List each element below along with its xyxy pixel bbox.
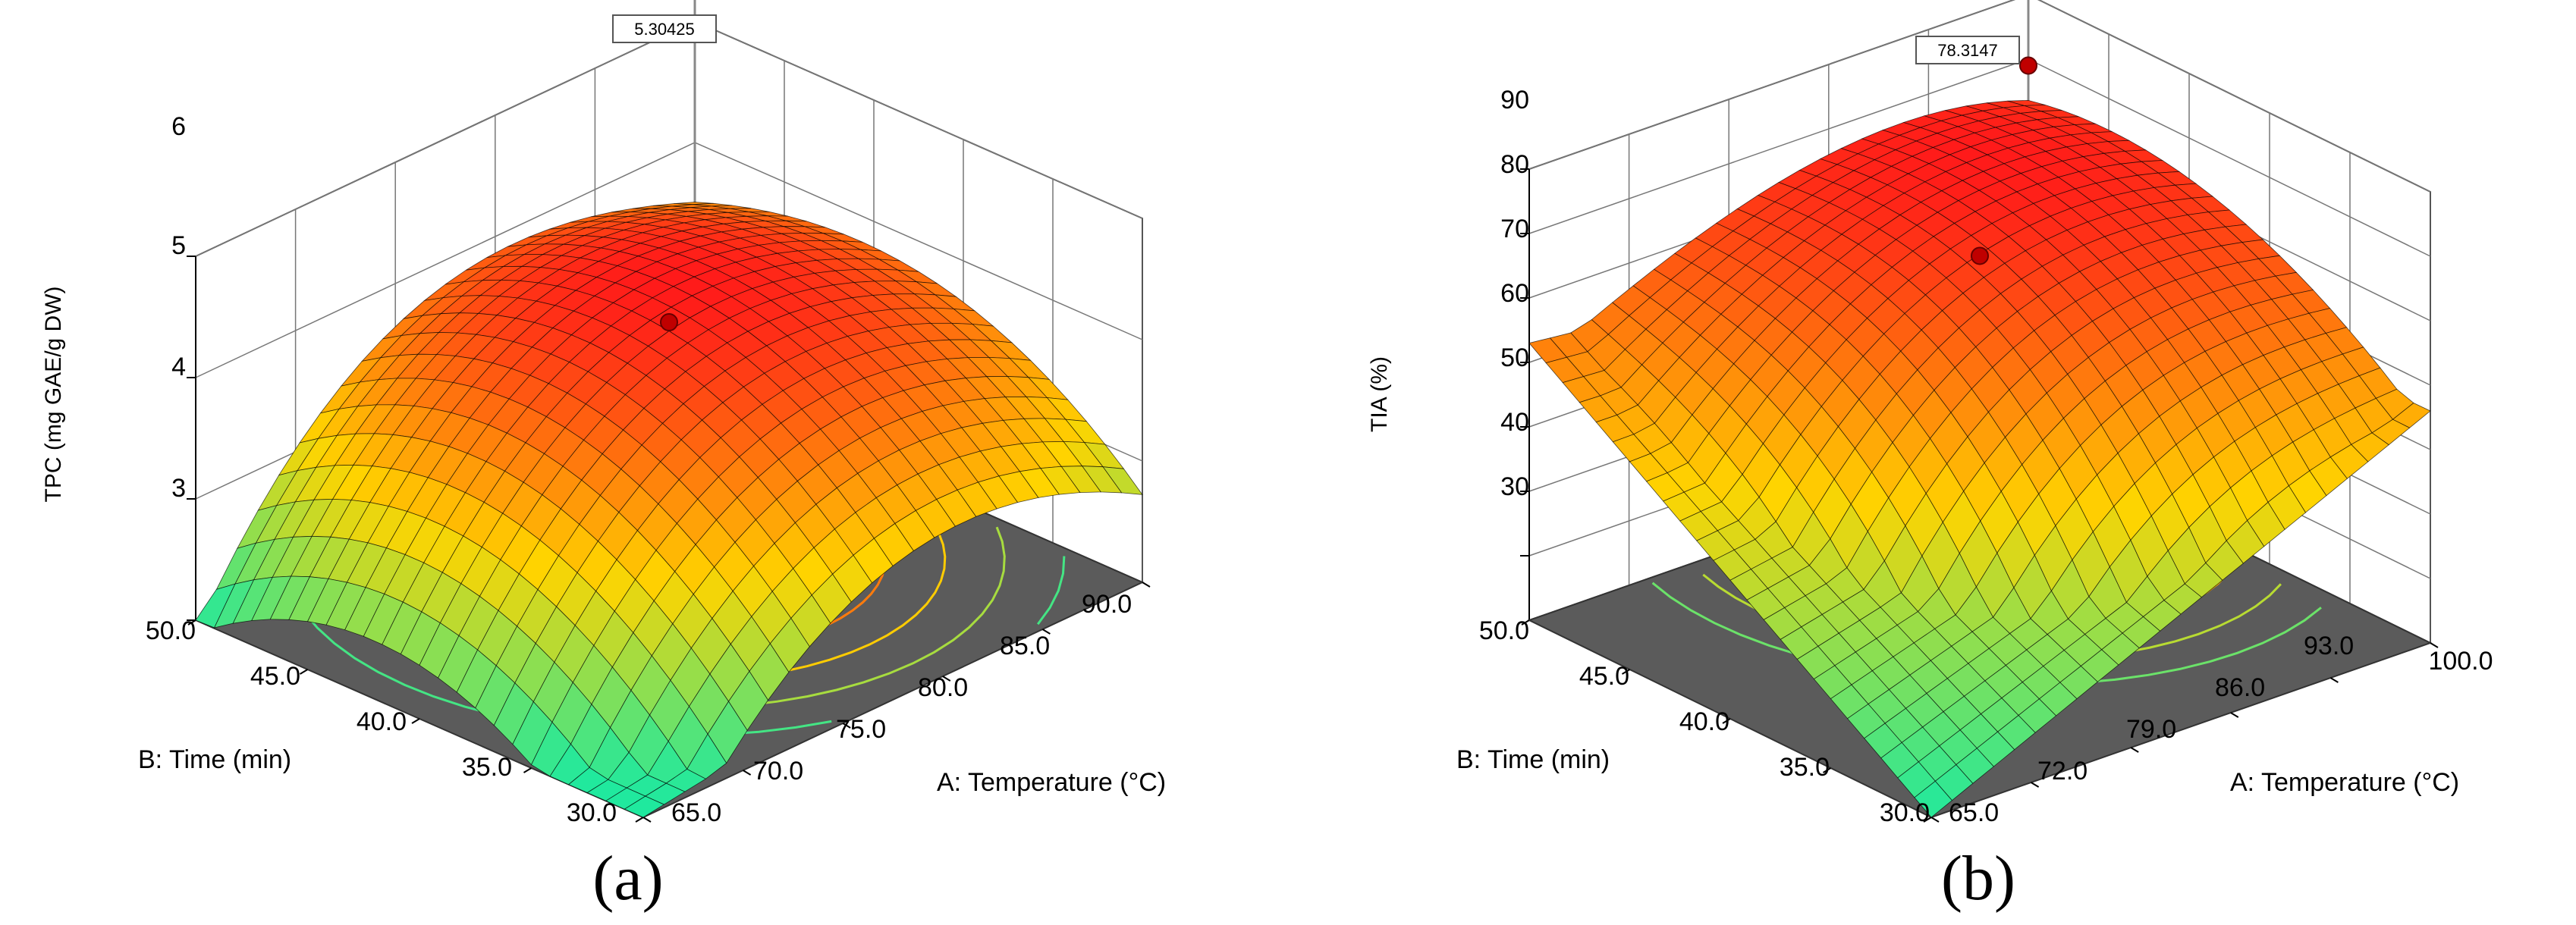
x-tick-mark [2130, 747, 2139, 753]
y-tick-mark [635, 817, 644, 823]
y-tick-label: 30.0 [1880, 798, 1930, 827]
x-tick-mark [2329, 677, 2339, 683]
max-callout-box [612, 14, 717, 43]
z-tick-label: 70 [1500, 215, 1529, 243]
panel-label-a: (a) [592, 843, 664, 914]
z-tick-label: 4 [171, 353, 186, 381]
z-tick-label: 80 [1500, 150, 1529, 179]
z-tick-label: 30 [1500, 472, 1529, 501]
panel-label-b: (b) [1941, 843, 2015, 914]
y-tick-label: 35.0 [1780, 753, 1830, 782]
z-tick-label: 50 [1500, 343, 1529, 372]
x-tick-label: 86.0 [2215, 673, 2265, 702]
max-callout-box [1915, 36, 2020, 64]
y-tick-mark [299, 669, 309, 675]
x-tick-label: 90.0 [1082, 590, 1132, 619]
surface-patch [1914, 780, 1952, 818]
wall-gridline [1528, 0, 2431, 193]
max-callout: 5.30425 [634, 20, 695, 39]
x-tick-mark [1142, 582, 1151, 588]
x-tick-label: 65.0 [671, 798, 721, 827]
chart-a-svg: 3 4 5 6 TPC (mg GAE/g DW) 50.0 45.0 40.0… [41, 0, 1166, 827]
z-tick-label: 3 [171, 474, 186, 503]
x-tick-label: 100.0 [2428, 647, 2493, 676]
z-tick-label: 60 [1500, 279, 1529, 308]
y-axis-title: B: Time (min) [1456, 745, 1610, 774]
y-tick-mark [1521, 619, 1530, 626]
z-axis-title: TIA (%) [1367, 356, 1392, 432]
z-axis-title: TPC (mg GAE/g DW) [41, 286, 66, 502]
x-axis-title: A: Temperature (°C) [937, 768, 1166, 797]
y-tick-mark [1822, 767, 1832, 773]
design-point [2019, 56, 2037, 75]
y-tick-label: 30.0 [567, 798, 617, 827]
y-tick-label: 50.0 [1479, 616, 1529, 645]
x-tick-mark [642, 817, 652, 823]
x-tick-label: 75.0 [836, 715, 886, 744]
y-tick-label: 45.0 [1579, 662, 1629, 691]
chart-b-svg: 30 40 50 60 70 80 90 TIA (%) 50.0 45.0 4… [1367, 0, 2493, 827]
z-tick-label: 40 [1500, 408, 1529, 437]
chart-a-points [660, 313, 678, 331]
design-point [1971, 246, 1989, 265]
y-tick-label: 35.0 [462, 753, 512, 782]
chart-b-points [1971, 56, 2037, 265]
y-axis-title: B: Time (min) [138, 745, 291, 774]
max-callout: 78.3147 [1937, 41, 1998, 60]
z-tick-label: 5 [171, 231, 186, 260]
y-tick-mark [1621, 669, 1631, 675]
x-axis-title: A: Temperature (°C) [2230, 768, 2459, 797]
y-tick-mark [1722, 718, 1731, 724]
x-tick-label: 70.0 [753, 757, 803, 785]
x-tick-mark [842, 723, 851, 729]
z-tick-label: 6 [171, 112, 186, 141]
z-tick-label: 90 [1500, 86, 1529, 114]
y-tick-label: 45.0 [250, 662, 300, 691]
x-tick-mark [743, 770, 752, 776]
y-tick-label: 40.0 [357, 707, 407, 736]
chart-a-surface [195, 202, 1143, 818]
x-tick-label: 72.0 [2037, 757, 2088, 785]
x-tick-label: 79.0 [2126, 715, 2176, 744]
design-point [660, 313, 678, 331]
x-tick-mark [1930, 817, 1940, 823]
y-tick-label: 40.0 [1679, 707, 1729, 736]
chart-b-surface [1528, 99, 2431, 818]
x-tick-mark [1041, 629, 1051, 635]
x-tick-label: 80.0 [918, 673, 968, 702]
surface-patch [624, 795, 665, 818]
y-tick-mark [411, 718, 420, 724]
x-tick-mark [942, 676, 951, 682]
panel-a: 3 4 5 6 TPC (mg GAE/g DW) 50.0 45.0 40.0… [41, 0, 1166, 914]
x-tick-label: 93.0 [2304, 632, 2354, 660]
y-tick-mark [1923, 817, 1932, 823]
x-tick-mark [2230, 712, 2239, 718]
panel-b: 30 40 50 60 70 80 90 TIA (%) 50.0 45.0 4… [1288, 0, 2576, 925]
x-tick-label: 65.0 [1949, 798, 1999, 827]
y-tick-label: 50.0 [146, 616, 196, 645]
x-tick-mark [2430, 642, 2439, 648]
x-tick-label: 85.0 [1000, 632, 1050, 660]
y-tick-mark [523, 767, 532, 773]
y-tick-mark [187, 619, 196, 626]
x-tick-mark [2031, 782, 2040, 788]
